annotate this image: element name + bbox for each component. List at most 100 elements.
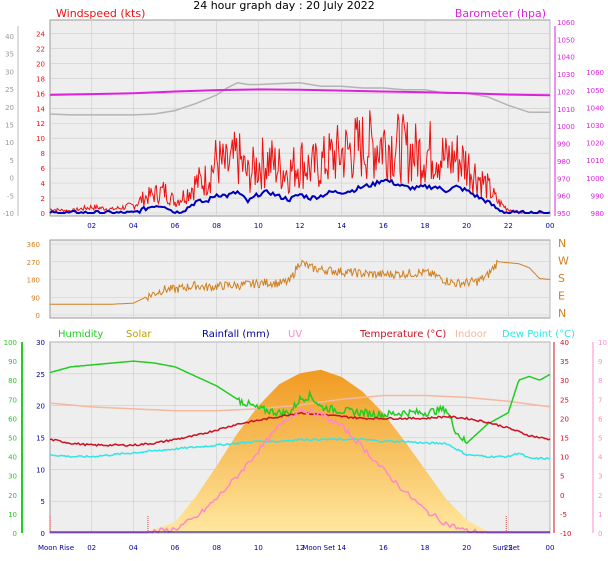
wind-x-tick-label: 04 [129, 222, 138, 230]
compass-label: N [558, 237, 566, 250]
wind-x-tick-label: 06 [171, 222, 180, 230]
wind-kts-tick-label: 4 [41, 180, 46, 188]
temperature-tick-label: 5 [560, 473, 564, 481]
baro-outer-tick-label: 1030 [586, 122, 604, 130]
wind-x-tick-label: 00 [546, 222, 555, 230]
humidity-tick-label: 40 [8, 454, 17, 462]
rain-tick-label: 30 [36, 339, 45, 347]
env-x-tick-label: 02 [87, 544, 96, 552]
barometer-line [49, 88, 551, 97]
uv-tick-label: 7 [598, 396, 602, 404]
wind-outer-tick-label: 25 [5, 86, 14, 94]
windspeed-label: Windspeed (kts) [56, 7, 145, 20]
legend-entry: Dew Point (°C) [502, 329, 575, 340]
baro-hpa-tick-label: 1000 [557, 123, 575, 131]
direction-tick-label: 90 [31, 294, 40, 302]
wind-kts-tick-label: 14 [36, 105, 45, 113]
uv-tick-label: 2 [598, 492, 602, 500]
wind-kts-tick-label: 6 [41, 165, 46, 173]
indoor-line [49, 394, 551, 412]
wind-kts-tick-label: 22 [36, 45, 45, 53]
humidity-tick-label: 0 [13, 530, 17, 538]
baro-hpa-tick-label: 970 [557, 175, 570, 183]
baro-outer-tick-label: 1020 [586, 140, 604, 148]
baro-hpa-tick-label: 1050 [557, 36, 575, 44]
wind-kts-tick-label: 12 [36, 120, 45, 128]
humidity-tick-label: 60 [8, 415, 17, 423]
wind-kts-tick-label: 24 [36, 30, 45, 38]
legend-entry: UV [288, 329, 302, 340]
humidity-line [49, 360, 551, 445]
baro-outer-tick-label: 1050 [586, 87, 604, 95]
legend-entry: Rainfall (mm) [202, 329, 270, 340]
humidity-tick-label: 70 [8, 396, 17, 404]
humidity-tick-label: 10 [8, 511, 17, 519]
wind-outer-tick-label: 30 [5, 68, 14, 76]
rain-tick-label: 25 [36, 371, 45, 379]
baro-outer-tick-label: 990 [591, 192, 604, 200]
wind-kts-tick-label: 8 [41, 150, 45, 158]
solar-area [143, 369, 509, 533]
wind-outer-tick-label: 40 [5, 33, 14, 41]
uv-tick-label: 0 [598, 530, 602, 538]
wind-x-tick-label: 14 [337, 222, 346, 230]
baro-hpa-tick-label: 1060 [557, 19, 575, 27]
wind-outer-tick-label: 0 [10, 175, 14, 183]
wind-x-tick-label: 08 [212, 222, 221, 230]
wind-x-tick-label: 16 [379, 222, 388, 230]
baro-hpa-tick-label: 1040 [557, 54, 575, 62]
uv-line [50, 407, 550, 535]
wind-kts-tick-label: 2 [41, 195, 45, 203]
env-x-tick-label: 12 [296, 544, 305, 552]
wind-x-tick-label: 20 [462, 222, 471, 230]
legend-entry: Solar [126, 329, 152, 340]
humidity-tick-label: 50 [8, 435, 17, 443]
temperature-tick-label: 15 [560, 435, 569, 443]
humidity-tick-label: 80 [8, 377, 17, 385]
uv-tick-label: 6 [598, 415, 603, 423]
baro-hpa-tick-label: 950 [557, 210, 570, 218]
env-x-tick-label: 10 [254, 544, 263, 552]
wind-outer-tick-label: 20 [5, 104, 14, 112]
uv-tick-label: 1 [598, 511, 602, 519]
rain-tick-label: 20 [36, 403, 45, 411]
wind-outer-tick-label: 10 [5, 139, 14, 147]
temperature-tick-label: 10 [560, 454, 569, 462]
windspeed-line [49, 110, 550, 214]
wind-outer-tick-label: -5 [7, 192, 14, 200]
temperature-tick-label: 20 [560, 415, 569, 423]
gust-line [49, 178, 551, 215]
baro-hpa-tick-label: 1020 [557, 88, 575, 96]
legend-entry: Indoor [455, 329, 488, 340]
baro-hpa-tick-label: 990 [557, 141, 570, 149]
direction-line [50, 259, 551, 305]
barometer-label: Barometer (hpa) [455, 7, 546, 20]
wind-x-tick-label: 10 [254, 222, 263, 230]
rain-tick-label: 0 [41, 530, 45, 538]
temperature-tick-label: 35 [560, 358, 569, 366]
env-x-tick-label: 08 [212, 544, 221, 552]
compass-label: S [558, 272, 565, 285]
wind-outer-tick-label: 35 [5, 51, 14, 59]
uv-tick-label: 3 [598, 473, 602, 481]
rain-tick-label: 10 [36, 466, 45, 474]
uv-tick-label: 4 [598, 454, 603, 462]
wind-outer-tick-label: -10 [3, 210, 14, 218]
uv-tick-label: 10 [598, 339, 607, 347]
baro-outer-tick-label: 1010 [586, 157, 604, 165]
direction-tick-label: 360 [27, 241, 40, 249]
env-x-tick-label: 14 [337, 544, 346, 552]
temperature-line [49, 411, 551, 447]
wind-kts-tick-label: 16 [36, 90, 45, 98]
rain-tick-label: 15 [36, 435, 45, 443]
wind-kts-tick-label: 0 [41, 210, 45, 218]
baro-outer-tick-label: 1000 [586, 175, 604, 183]
wind-x-tick-label: 18 [421, 222, 430, 230]
baro-outer-tick-label: 980 [591, 210, 604, 218]
temperature-tick-label: 40 [560, 339, 569, 347]
baro-outer-tick-label: 1040 [586, 104, 604, 112]
compass-label: W [558, 255, 569, 268]
env-x-tick-label: 06 [171, 544, 180, 552]
wind-x-tick-label: 12 [296, 222, 305, 230]
